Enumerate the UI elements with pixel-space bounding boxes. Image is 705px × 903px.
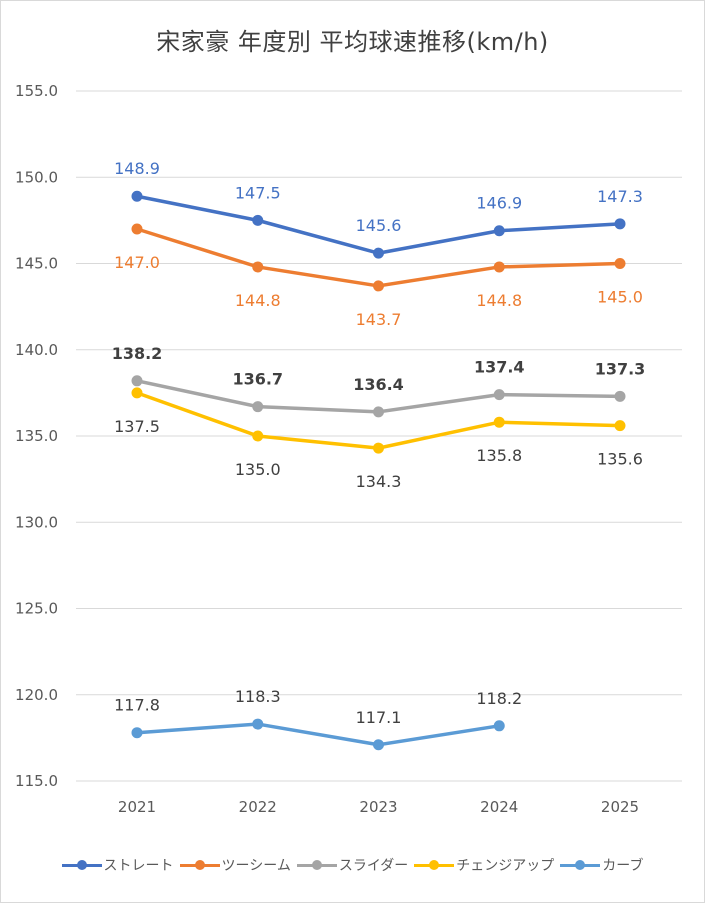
legend-marker	[560, 859, 601, 871]
series-line	[135, 391, 622, 450]
legend-item: スライダー	[296, 855, 409, 875]
data-label: 137.5	[114, 417, 160, 436]
data-point	[373, 442, 384, 454]
data-point	[373, 247, 384, 259]
data-label: 138.2	[112, 344, 163, 363]
data-point	[252, 214, 264, 226]
data-point	[614, 218, 626, 230]
y-tick-label: 145.0	[15, 255, 58, 273]
data-point	[614, 258, 626, 269]
data-label: 117.1	[356, 708, 402, 727]
data-point	[131, 387, 143, 399]
data-point	[373, 406, 384, 418]
data-label: 147.5	[235, 183, 281, 202]
legend-label: ストレート	[103, 858, 174, 874]
legend-label: チェンジアップ	[456, 858, 555, 874]
data-point	[131, 223, 143, 235]
legend-marker	[179, 859, 220, 871]
data-point	[493, 225, 505, 237]
y-tick-label: 155.0	[15, 82, 58, 100]
legend-marker	[414, 859, 455, 871]
y-tick-label: 135.0	[15, 427, 58, 445]
gridlines	[76, 90, 682, 782]
data-label: 144.8	[235, 291, 281, 310]
data-label: 145.6	[356, 216, 402, 235]
data-label: 136.7	[232, 370, 283, 389]
data-point	[131, 190, 143, 202]
x-axis-ticks: 2021 2022 2023 2024 2025	[118, 798, 639, 816]
legend-label: スライダー	[338, 858, 409, 874]
series-line	[135, 722, 501, 747]
data-label: 143.7	[356, 310, 402, 329]
data-point	[373, 280, 384, 292]
legend-item: ストレート	[61, 855, 174, 875]
legend-item: ツーシーム	[179, 855, 291, 875]
data-label: 146.9	[476, 194, 522, 213]
data-label: 117.8	[114, 696, 160, 715]
data-point	[493, 389, 505, 401]
data-point	[252, 261, 264, 273]
legend-marker	[296, 859, 337, 871]
data-label: 145.0	[597, 288, 643, 307]
y-tick-label: 140.0	[15, 341, 58, 359]
y-tick-label: 150.0	[15, 168, 58, 186]
data-label: 137.4	[474, 358, 525, 377]
data-point	[131, 727, 143, 739]
legend: ストレート ツーシーム スライダー チェンジアップ カーブ	[0, 855, 705, 875]
data-point	[373, 739, 384, 751]
data-point	[493, 720, 505, 732]
data-point	[252, 718, 264, 730]
data-label: 135.0	[235, 460, 281, 479]
data-point	[493, 416, 505, 428]
data-label: 148.9	[114, 159, 160, 178]
data-point	[614, 390, 626, 402]
data-label: 136.4	[353, 375, 404, 394]
y-axis-ticks: 115.0 120.0 125.0 130.0 135.0 140.0 145.0 150.0…	[15, 82, 58, 790]
data-labels: 148.9 147.5 145.6 146.9 147.3 147.0 144.8 143.7…	[112, 159, 646, 727]
data-label: 147.0	[114, 253, 160, 272]
x-tick-label: 2022	[239, 798, 277, 816]
data-label: 137.3	[595, 359, 646, 378]
data-point	[252, 430, 264, 442]
x-tick-label: 2023	[359, 798, 397, 816]
y-tick-label: 130.0	[15, 513, 58, 531]
data-label: 118.2	[476, 689, 522, 708]
x-tick-label: 2021	[118, 798, 156, 816]
y-tick-label: 125.0	[15, 600, 58, 618]
legend-item: カーブ	[560, 855, 643, 875]
data-point	[252, 401, 264, 413]
y-tick-label: 120.0	[15, 686, 58, 704]
data-label: 144.8	[476, 291, 522, 310]
legend-item: チェンジアップ	[414, 855, 554, 875]
data-label: 147.3	[597, 187, 643, 206]
data-label: 135.6	[597, 450, 643, 469]
data-label: 134.3	[356, 472, 402, 491]
data-point	[131, 375, 143, 387]
x-tick-label: 2024	[480, 798, 518, 816]
data-point	[493, 261, 505, 273]
legend-marker	[61, 859, 102, 871]
data-label: 135.8	[476, 446, 522, 465]
legend-label: カーブ	[602, 858, 644, 874]
legend-label: ツーシーム	[221, 858, 291, 874]
y-tick-label: 115.0	[15, 772, 58, 790]
data-label: 118.3	[235, 687, 281, 706]
data-point	[614, 420, 626, 432]
series-group	[131, 190, 626, 751]
x-tick-label: 2025	[601, 798, 639, 816]
chart-title: 宋家豪 年度別 平均球速推移(km/h)	[156, 28, 549, 56]
